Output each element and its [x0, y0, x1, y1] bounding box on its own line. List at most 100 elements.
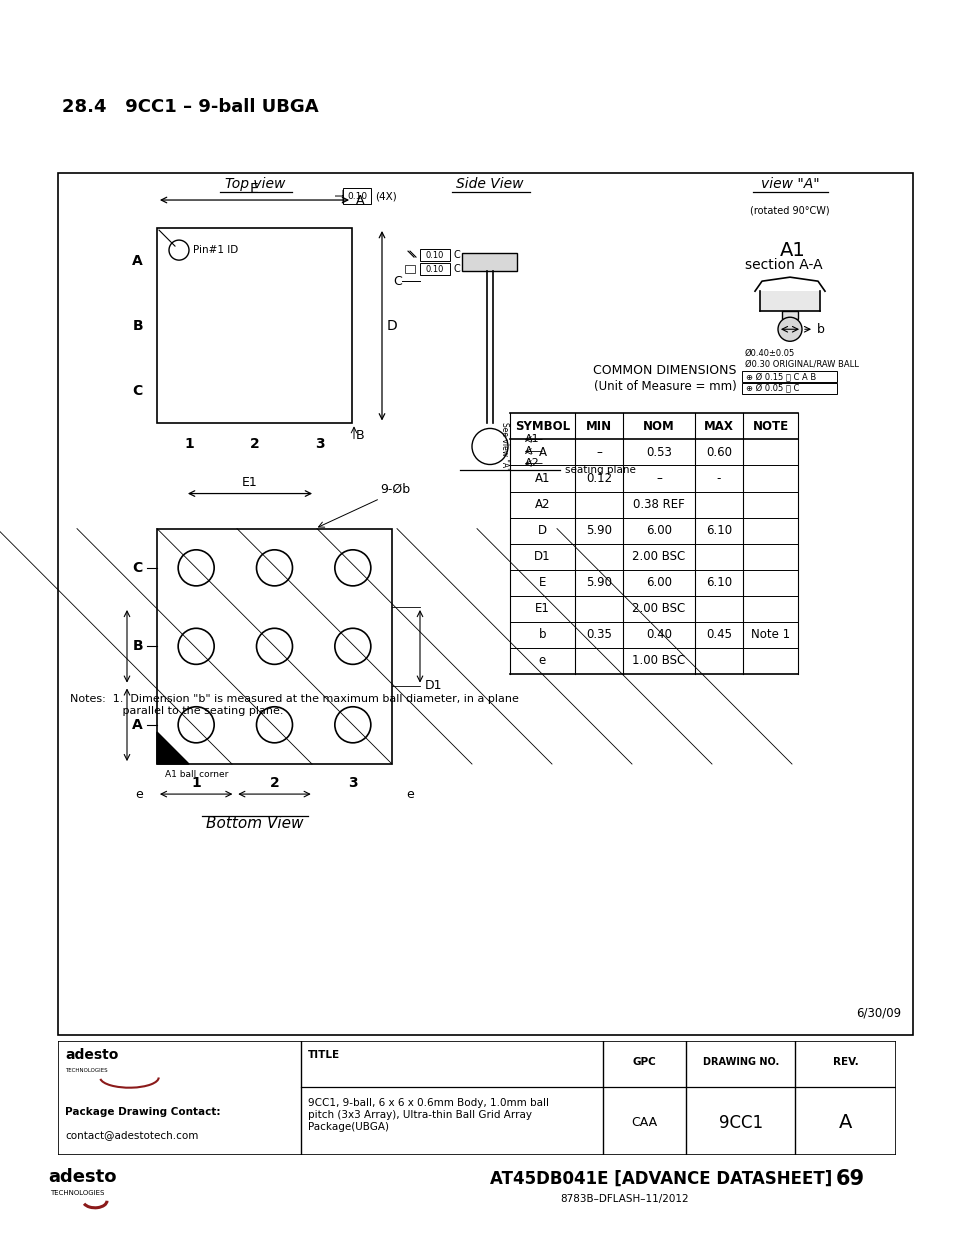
- Text: seating plane: seating plane: [564, 464, 636, 474]
- Text: e: e: [538, 655, 545, 667]
- Circle shape: [335, 706, 371, 742]
- Text: 0.38 REF: 0.38 REF: [633, 498, 684, 511]
- Text: C: C: [132, 384, 143, 398]
- Text: 6.10: 6.10: [705, 577, 731, 589]
- Text: TECHNOLOGIES: TECHNOLOGIES: [50, 1189, 104, 1195]
- Text: GPC: GPC: [632, 1057, 656, 1067]
- Text: 6.10: 6.10: [705, 524, 731, 537]
- Text: See view "A": See view "A": [499, 422, 509, 471]
- Text: E: E: [250, 182, 258, 196]
- Bar: [405, 266, 415, 273]
- Text: E: E: [538, 577, 546, 589]
- Circle shape: [169, 240, 189, 261]
- Circle shape: [335, 550, 371, 585]
- Text: 6/30/09: 6/30/09: [855, 1007, 900, 1019]
- Text: TITLE: TITLE: [308, 1050, 339, 1060]
- Text: Bottom View: Bottom View: [206, 816, 303, 831]
- Circle shape: [178, 629, 213, 664]
- Text: 0.10: 0.10: [425, 251, 444, 259]
- Circle shape: [178, 706, 213, 742]
- Text: 1.00 BSC: 1.00 BSC: [632, 655, 685, 667]
- Text: A1: A1: [524, 435, 539, 445]
- Text: 6.00: 6.00: [645, 524, 671, 537]
- Text: (Unit of Measure = mm): (Unit of Measure = mm): [593, 380, 736, 394]
- Text: C: C: [454, 264, 460, 274]
- Text: Pin#1 ID: Pin#1 ID: [193, 245, 238, 256]
- Text: -: -: [716, 472, 720, 485]
- Text: –: –: [596, 446, 601, 459]
- Text: 1: 1: [185, 437, 194, 452]
- Text: MAX: MAX: [703, 420, 733, 433]
- Text: adesto: adesto: [48, 1167, 116, 1186]
- Circle shape: [178, 550, 213, 585]
- Text: AT45DB041E [ADVANCE DATASHEET]: AT45DB041E [ADVANCE DATASHEET]: [490, 1170, 831, 1188]
- Bar: [58, 173, 912, 1035]
- Text: ⊕ Ø 0.15 Ⓜ C A B: ⊕ Ø 0.15 Ⓜ C A B: [745, 372, 816, 382]
- Text: 0.35: 0.35: [585, 629, 611, 641]
- Text: A: A: [132, 718, 143, 732]
- Text: 3: 3: [314, 437, 324, 452]
- Text: 0.53: 0.53: [645, 446, 671, 459]
- Text: A: A: [355, 194, 364, 206]
- Bar: [157, 228, 352, 424]
- Text: 5.90: 5.90: [585, 524, 612, 537]
- Text: B: B: [132, 319, 143, 332]
- Text: (4X): (4X): [375, 191, 396, 201]
- Text: D: D: [387, 319, 397, 332]
- Text: (rotated 90°CW): (rotated 90°CW): [749, 205, 829, 215]
- Text: A: A: [524, 447, 532, 457]
- Text: 2.00 BSC: 2.00 BSC: [632, 603, 685, 615]
- Text: b: b: [816, 322, 824, 336]
- Text: 0.40: 0.40: [645, 629, 671, 641]
- Bar: [760, 291, 820, 311]
- Text: D1: D1: [424, 679, 442, 692]
- Text: 2: 2: [270, 776, 279, 790]
- Text: B: B: [355, 430, 364, 442]
- Text: A2: A2: [524, 458, 539, 468]
- Text: A1 ball corner: A1 ball corner: [165, 771, 228, 779]
- Text: b: b: [538, 629, 546, 641]
- Text: Top view: Top view: [225, 177, 285, 191]
- Text: E1: E1: [242, 475, 257, 489]
- Bar: [741, 383, 836, 394]
- Text: A: A: [132, 253, 143, 268]
- Text: A: A: [838, 1114, 851, 1132]
- Bar: [343, 188, 371, 204]
- Text: 9-Øb: 9-Øb: [379, 483, 410, 495]
- Text: view "A": view "A": [760, 177, 819, 191]
- Text: 0.60: 0.60: [705, 446, 731, 459]
- Text: 3: 3: [348, 776, 357, 790]
- Text: 2.00 BSC: 2.00 BSC: [632, 550, 685, 563]
- Text: COMMON DIMENSIONS: COMMON DIMENSIONS: [593, 364, 736, 378]
- Text: Notes:  1.  Dimension "b" is measured at the maximum ball diameter, in a plane
 : Notes: 1. Dimension "b" is measured at t…: [70, 694, 518, 715]
- Bar: [419, 263, 450, 275]
- Text: A1: A1: [535, 472, 550, 485]
- Polygon shape: [157, 732, 189, 764]
- Text: section A-A: section A-A: [744, 258, 821, 272]
- Text: contact@adestotech.com: contact@adestotech.com: [65, 1130, 198, 1140]
- Text: NOM: NOM: [642, 420, 674, 433]
- Text: TECHNOLOGIES: TECHNOLOGIES: [65, 1068, 108, 1073]
- Text: Ø0.40±0.05
Ø0.30 ORIGINAL/RAW BALL: Ø0.40±0.05 Ø0.30 ORIGINAL/RAW BALL: [744, 350, 858, 369]
- Text: –: –: [656, 472, 661, 485]
- Bar: [462, 253, 517, 272]
- Text: Note 1: Note 1: [750, 629, 789, 641]
- Text: Side View: Side View: [456, 177, 523, 191]
- Text: 1: 1: [192, 776, 201, 790]
- Text: 9CC1, 9-ball, 6 x 6 x 0.6mm Body, 1.0mm ball
pitch (3x3 Array), Ultra-thin Ball : 9CC1, 9-ball, 6 x 6 x 0.6mm Body, 1.0mm …: [308, 1098, 548, 1131]
- Circle shape: [472, 429, 507, 464]
- Text: D1: D1: [534, 550, 550, 563]
- Text: Package Drawing Contact:: Package Drawing Contact:: [65, 1107, 220, 1116]
- Text: C: C: [393, 274, 401, 288]
- Text: 6.00: 6.00: [645, 577, 671, 589]
- Circle shape: [256, 550, 293, 585]
- Text: 9CC1: 9CC1: [718, 1114, 762, 1132]
- Text: B: B: [132, 640, 143, 653]
- Text: 0.10: 0.10: [425, 264, 444, 274]
- Text: E1: E1: [535, 603, 549, 615]
- Text: 0.45: 0.45: [705, 629, 731, 641]
- Text: D: D: [537, 524, 546, 537]
- Bar: [781, 311, 797, 319]
- Text: C: C: [454, 251, 460, 261]
- Bar: [741, 372, 836, 383]
